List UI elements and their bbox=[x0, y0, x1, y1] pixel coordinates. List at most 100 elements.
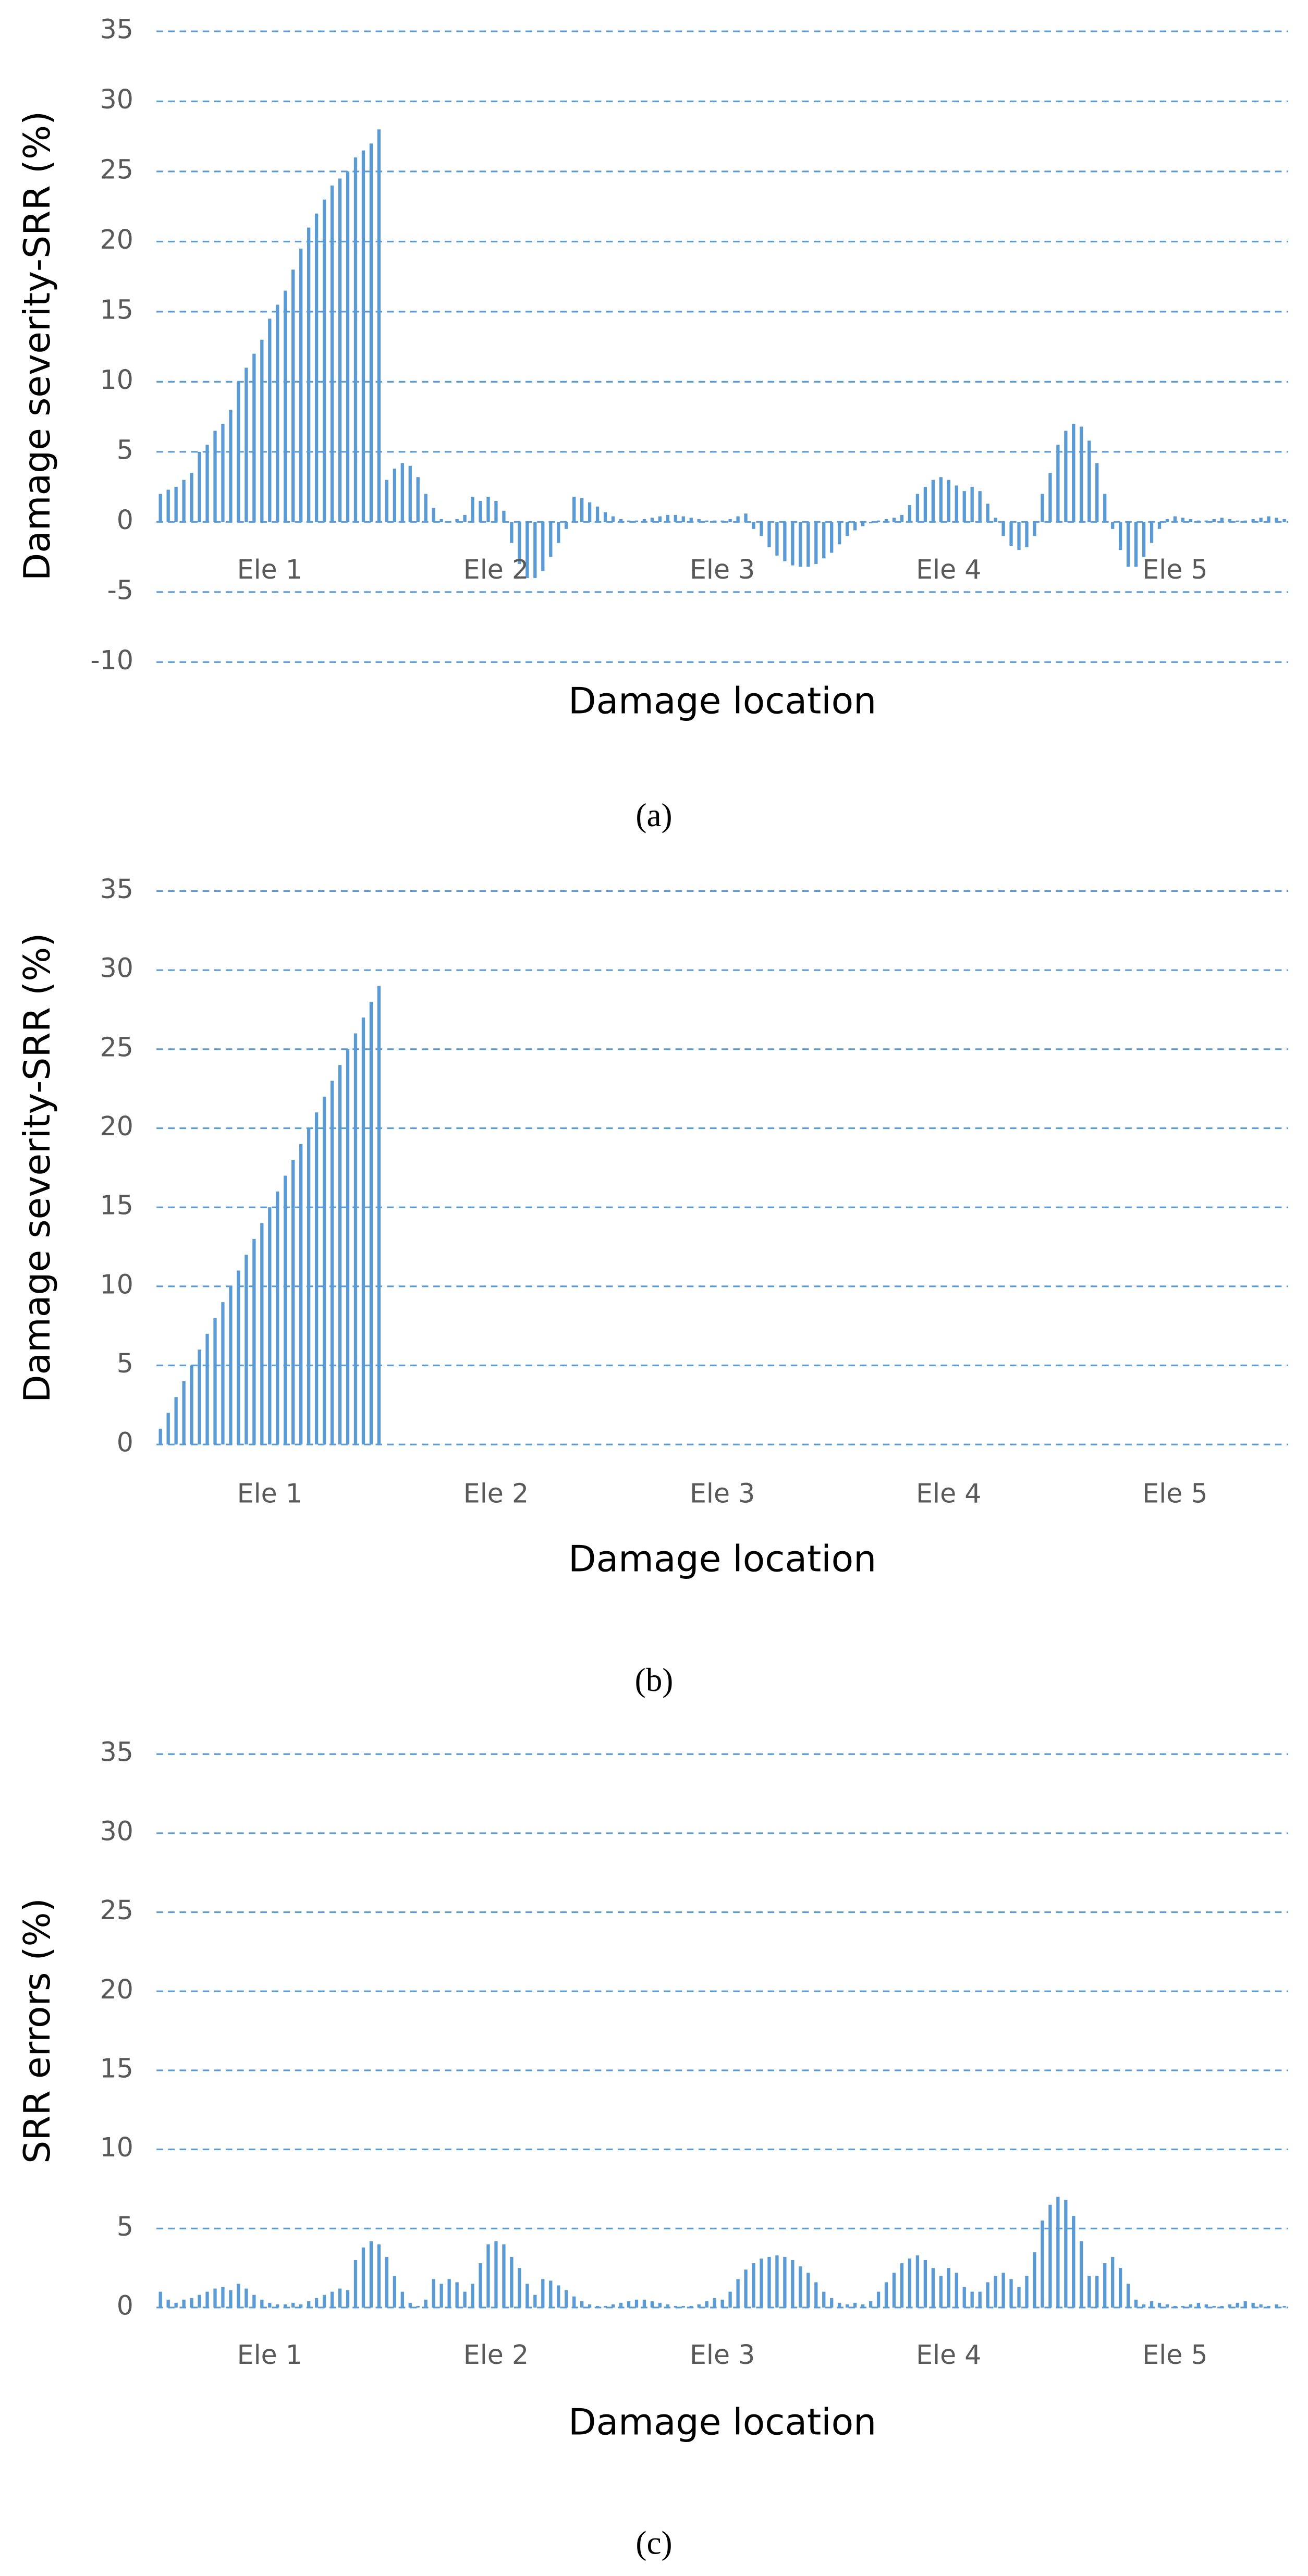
bar bbox=[284, 1175, 287, 1445]
bar bbox=[565, 2290, 568, 2308]
bar bbox=[994, 518, 997, 522]
bar bbox=[198, 2295, 201, 2308]
bar bbox=[346, 171, 350, 522]
bar bbox=[299, 248, 303, 522]
bar bbox=[666, 2304, 669, 2308]
bar bbox=[276, 304, 279, 522]
bar bbox=[830, 522, 834, 553]
y-tick-label: 20 bbox=[100, 1111, 133, 1142]
bar bbox=[986, 504, 989, 522]
bar bbox=[619, 2302, 623, 2308]
bar bbox=[260, 339, 264, 522]
bar bbox=[822, 2291, 826, 2308]
bar bbox=[252, 1238, 256, 1445]
bar bbox=[158, 494, 162, 522]
x-axis-title: Damage location bbox=[568, 1538, 876, 1580]
bar bbox=[245, 367, 248, 522]
bar bbox=[728, 519, 732, 522]
bar bbox=[353, 157, 358, 522]
bar bbox=[229, 410, 233, 522]
bar bbox=[424, 2299, 427, 2308]
bar bbox=[377, 129, 381, 522]
bar bbox=[479, 500, 482, 522]
bar bbox=[284, 2304, 287, 2308]
bar bbox=[799, 2266, 802, 2308]
y-tick-label: 30 bbox=[100, 1816, 133, 1846]
bar bbox=[760, 522, 763, 536]
bar bbox=[432, 508, 435, 522]
bar bbox=[322, 199, 326, 522]
bar bbox=[642, 519, 646, 522]
bar bbox=[198, 1350, 201, 1445]
bar bbox=[713, 520, 716, 522]
bar bbox=[1048, 473, 1052, 522]
bar bbox=[439, 2284, 443, 2308]
bar bbox=[1009, 522, 1013, 546]
bar bbox=[1228, 519, 1231, 522]
bar bbox=[486, 2244, 490, 2308]
bar bbox=[1080, 2241, 1083, 2308]
bar bbox=[775, 2255, 779, 2308]
bar bbox=[166, 1413, 170, 1445]
y-axis-title: SRR errors (%) bbox=[16, 1898, 58, 2164]
bar bbox=[245, 1255, 248, 1445]
bar bbox=[603, 2305, 607, 2308]
bar bbox=[533, 2295, 537, 2308]
bar bbox=[634, 2299, 639, 2308]
bar bbox=[377, 2244, 381, 2308]
bar bbox=[853, 2302, 857, 2308]
bar bbox=[1142, 2304, 1146, 2308]
y-tick-label: 15 bbox=[100, 294, 133, 325]
bar bbox=[252, 2295, 256, 2308]
y-tick-label: 15 bbox=[100, 2053, 133, 2083]
bar bbox=[237, 1270, 240, 1445]
bar bbox=[1103, 2263, 1107, 2308]
bar bbox=[424, 494, 427, 522]
bar bbox=[1095, 2276, 1099, 2308]
bar bbox=[1095, 463, 1099, 522]
x-tick-label: Ele 5 bbox=[1142, 554, 1207, 585]
bar bbox=[806, 2273, 810, 2308]
bar bbox=[580, 2301, 584, 2308]
bar bbox=[908, 2258, 912, 2308]
bar bbox=[1173, 2305, 1177, 2308]
bar bbox=[1243, 2301, 1247, 2308]
y-tick-label: 30 bbox=[100, 84, 133, 115]
bar bbox=[955, 485, 958, 522]
bar bbox=[900, 2263, 904, 2308]
bar bbox=[838, 522, 841, 545]
bar bbox=[650, 518, 654, 522]
bar bbox=[338, 1065, 342, 1445]
bar bbox=[346, 1049, 350, 1445]
bar bbox=[838, 2302, 841, 2308]
bar bbox=[1080, 426, 1083, 522]
bar bbox=[720, 520, 724, 522]
bar bbox=[760, 2258, 763, 2308]
bar bbox=[611, 516, 615, 522]
x-axis-title: Damage location bbox=[568, 2401, 876, 2443]
bar bbox=[846, 2304, 849, 2308]
x-tick-label: Ele 2 bbox=[463, 554, 529, 585]
bar bbox=[1189, 519, 1193, 522]
bar bbox=[330, 185, 334, 522]
bar bbox=[314, 213, 319, 522]
bar bbox=[1009, 2279, 1013, 2308]
bar bbox=[1126, 522, 1130, 567]
bar bbox=[525, 522, 529, 578]
bar bbox=[923, 487, 927, 522]
bar bbox=[276, 1191, 279, 1445]
bar bbox=[869, 522, 873, 524]
bar bbox=[463, 2291, 467, 2308]
bar bbox=[588, 2304, 592, 2308]
bar bbox=[518, 522, 521, 565]
bar bbox=[1056, 2197, 1060, 2308]
bar bbox=[463, 514, 467, 522]
x-tick-label: Ele 1 bbox=[237, 554, 302, 585]
bar bbox=[268, 1207, 272, 1445]
bar bbox=[541, 522, 545, 571]
bar bbox=[393, 2276, 397, 2308]
bar bbox=[1259, 518, 1263, 522]
bar bbox=[1017, 2287, 1021, 2308]
bar bbox=[291, 2302, 295, 2308]
